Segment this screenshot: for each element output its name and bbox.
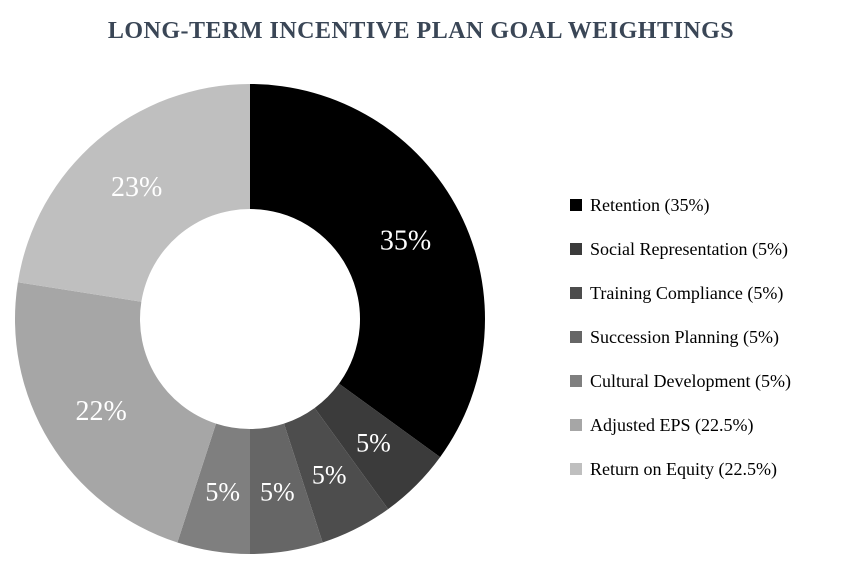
chart-title: LONG-TERM INCENTIVE PLAN GOAL WEIGHTINGS: [107, 18, 735, 44]
donut-segment-adjusted-eps: [14, 282, 217, 543]
legend-label: Succession Planning (5%): [590, 326, 779, 347]
legend-swatch-icon: [570, 419, 582, 431]
legend-label: Social Representation (5%): [590, 238, 788, 259]
slice-label-training-compliance: 5%: [312, 461, 347, 490]
legend-swatch-icon: [570, 199, 582, 211]
legend-item-succession-planning: Succession Planning (5%): [570, 315, 832, 359]
slice-label-adjusted-eps: 22%: [76, 396, 127, 427]
legend-swatch-icon: [570, 331, 582, 343]
donut-segment-social-representation: [314, 383, 441, 510]
donut-segment-training-compliance: [283, 407, 389, 543]
legend-item-social-representation: Social Representation (5%): [570, 227, 832, 271]
slice-label-succession-planning: 5%: [260, 478, 295, 507]
donut-segment-succession-planning: [250, 423, 323, 554]
legend-label: Return on Equity (22.5%): [590, 458, 777, 479]
donut-segment-cultural-development: [177, 423, 250, 554]
legend-swatch-icon: [570, 287, 582, 299]
donut-chart: 35% 5% 5% 5% 5% 22% 23%: [14, 84, 486, 554]
legend-label: Adjusted EPS (22.5%): [590, 414, 754, 435]
legend-swatch-icon: [570, 243, 582, 255]
slice-label-social-representation: 5%: [356, 429, 391, 458]
legend-item-training-compliance: Training Compliance (5%): [570, 271, 832, 315]
legend-label: Retention (35%): [590, 194, 710, 215]
donut-segment-retention: [250, 84, 486, 458]
legend-swatch-icon: [570, 463, 582, 475]
legend-item-adjusted-eps: Adjusted EPS (22.5%): [570, 403, 832, 447]
legend-item-return-on-equity: Return on Equity (22.5%): [570, 447, 832, 491]
legend: Retention (35%) Social Representation (5%…: [570, 183, 832, 491]
legend-item-cultural-development: Cultural Development (5%): [570, 359, 832, 403]
legend-item-retention: Retention (35%): [570, 183, 832, 227]
donut-segment-return-on-equity: [17, 84, 250, 302]
legend-label: Cultural Development (5%): [590, 370, 791, 391]
slice-label-retention: 35%: [380, 226, 431, 257]
slice-label-return-on-equity: 23%: [111, 172, 162, 203]
legend-label: Training Compliance (5%): [590, 282, 784, 303]
legend-swatch-icon: [570, 375, 582, 387]
slice-label-cultural-development: 5%: [205, 478, 240, 507]
